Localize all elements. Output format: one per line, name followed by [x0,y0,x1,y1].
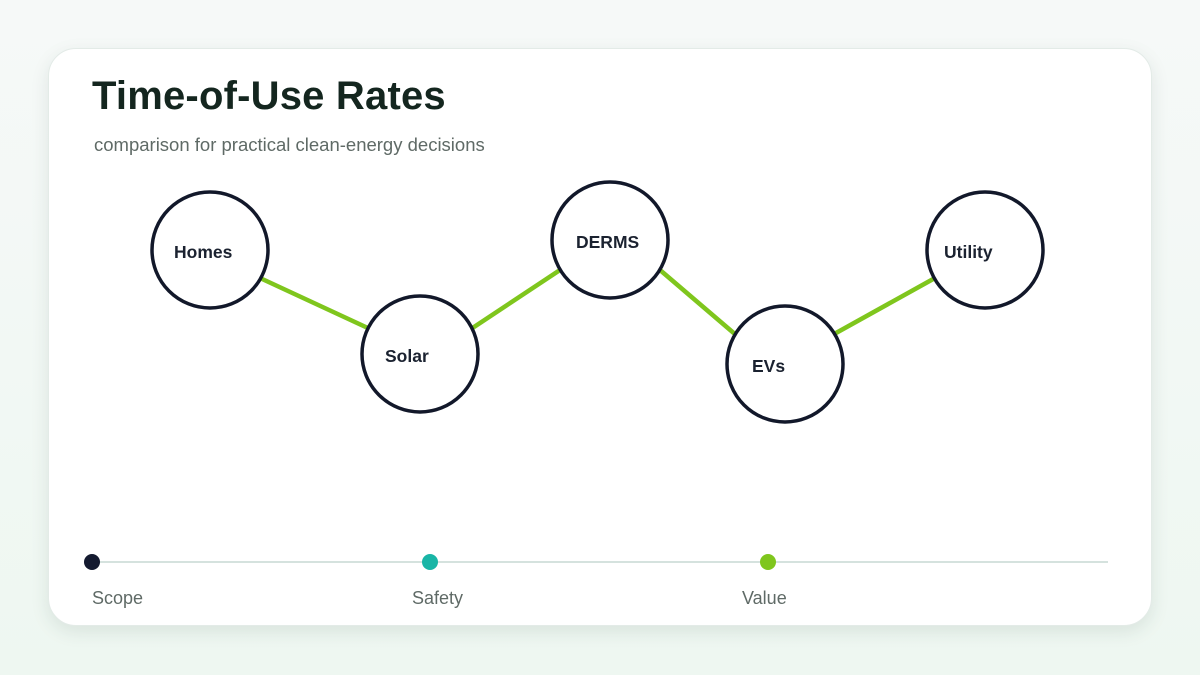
timeline-label-value: Value [742,588,787,608]
node-solar-label: Solar [385,346,429,366]
node-homes[interactable]: Homes [150,190,270,310]
node-homes-label: Homes [174,242,233,262]
timeline-marker-value [760,554,776,570]
page-subtitle: comparison for practical clean-energy de… [94,134,485,155]
node-solar[interactable]: Solar [360,294,480,414]
edge-homes-solar [257,275,373,332]
node-evs-label: EVs [752,356,785,376]
card [48,48,1152,626]
timeline-label-scope: Scope [92,588,143,608]
node-evs[interactable]: EVs [725,304,845,424]
node-derms[interactable]: DERMS [550,180,670,300]
node-utility[interactable]: Utility [925,190,1045,310]
edge-solar-derms [468,267,563,332]
page-title: Time-of-Use Rates [92,74,446,118]
edge-evs-utility [833,275,938,336]
edge-derms-evs [657,267,739,338]
timeline-label-safety: Safety [412,588,463,608]
timeline-marker-safety [422,554,438,570]
node-utility-label: Utility [944,242,993,262]
node-derms-label: DERMS [576,232,639,252]
timeline-marker-scope [84,554,100,570]
